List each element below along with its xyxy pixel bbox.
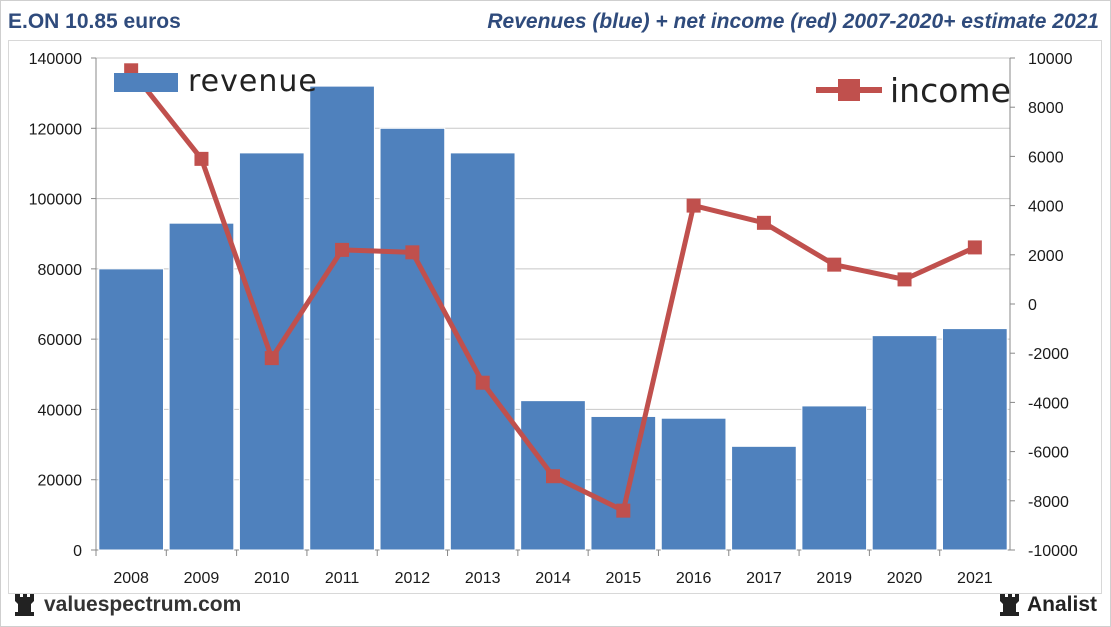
revenue-bar <box>731 445 797 551</box>
y-right-tick-label: 10000 <box>1028 51 1073 68</box>
y-left-tick-label: 20000 <box>38 473 83 490</box>
x-tick-label: 2013 <box>465 570 501 587</box>
footer-brand: valuespectrum.com <box>14 592 241 618</box>
y-left-tick-label: 100000 <box>29 192 82 209</box>
revenue-bar <box>379 127 446 551</box>
y-left-tick-label: 140000 <box>29 51 82 68</box>
x-tick-label: 2017 <box>746 570 782 587</box>
income-marker <box>194 151 209 166</box>
y-right-tick-label: -2000 <box>1028 346 1069 363</box>
revenue-bar <box>309 85 375 551</box>
income-marker <box>967 240 982 255</box>
income-marker <box>686 198 701 213</box>
y-right-tick-label: -6000 <box>1028 445 1069 462</box>
y-left-tick-label: 40000 <box>38 402 83 419</box>
y-right-tick-label: 2000 <box>1028 248 1064 265</box>
x-tick-label: 2011 <box>325 570 360 587</box>
legend-income-marker <box>838 79 860 101</box>
y-right-tick-label: 4000 <box>1028 199 1064 216</box>
income-marker <box>264 351 279 366</box>
brand-text: valuespectrum.com <box>44 593 242 616</box>
revenue-bar <box>168 222 235 551</box>
income-marker <box>827 257 842 272</box>
income-marker <box>475 375 490 390</box>
y-right-tick-label: 6000 <box>1028 149 1064 166</box>
revenue-bar <box>871 335 938 551</box>
y-left-tick-label: 60000 <box>38 332 83 349</box>
legend-revenue-label: revenue <box>188 64 318 99</box>
legend-revenue-swatch <box>114 73 178 92</box>
y-right-tick-label: 0 <box>1028 297 1037 314</box>
x-tick-label: 2019 <box>816 570 852 587</box>
x-tick-label: 2014 <box>535 570 571 587</box>
plot-border <box>8 40 1102 594</box>
rook-icon <box>15 594 34 616</box>
rook-icon <box>999 594 1019 616</box>
income-marker <box>405 245 420 260</box>
income-marker <box>756 215 771 230</box>
revenue-bar <box>98 268 164 551</box>
y-right-tick-label: 8000 <box>1028 100 1064 117</box>
page-title: E.ON 10.85 euros <box>8 10 181 33</box>
chart-subtitle: Revenues (blue) + net income (red) 2007-… <box>487 10 1099 33</box>
income-marker <box>335 242 350 257</box>
income-marker <box>897 272 912 287</box>
revenue-bar <box>449 152 516 551</box>
revenue-bar <box>801 405 868 551</box>
x-tick-label: 2010 <box>254 570 290 587</box>
y-left-tick-label: 120000 <box>29 121 82 138</box>
legend-income-label: income <box>890 71 1011 110</box>
revenue-bar <box>942 328 1008 551</box>
footer-analist: Analist <box>999 592 1097 618</box>
x-tick-label: 2020 <box>887 570 923 587</box>
y-left-tick-label: 0 <box>73 543 82 560</box>
y-right-tick-label: -10000 <box>1028 543 1078 560</box>
x-tick-label: 2009 <box>184 570 220 587</box>
income-marker <box>616 503 631 518</box>
x-tick-label: 2012 <box>395 570 431 587</box>
x-tick-label: 2016 <box>676 570 712 587</box>
analist-text: Analist <box>1026 593 1097 616</box>
revenue-bar <box>660 417 727 551</box>
revenue-bar <box>590 415 657 551</box>
y-left-tick-label: 80000 <box>38 262 83 279</box>
x-tick-label: 2008 <box>113 570 149 587</box>
x-tick-label: 2015 <box>606 570 642 587</box>
y-right-tick-label: -8000 <box>1028 494 1069 511</box>
y-right-tick-label: -4000 <box>1028 395 1069 412</box>
x-tick-label: 2021 <box>957 570 993 587</box>
income-marker <box>546 469 560 484</box>
